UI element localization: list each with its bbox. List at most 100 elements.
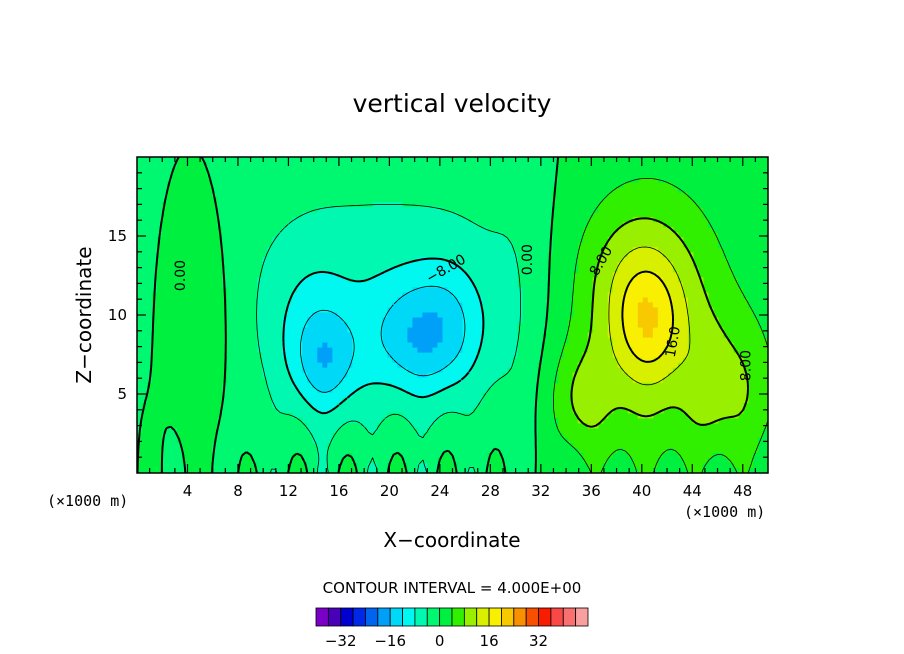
contour-cell — [732, 217, 739, 223]
contour-cell — [752, 237, 759, 243]
contour-cell — [337, 342, 343, 349]
contour-cell — [647, 337, 654, 344]
contour-cell — [347, 312, 353, 319]
contour-cell — [252, 357, 258, 364]
contour-cell — [602, 357, 609, 364]
contour-cell — [292, 162, 298, 168]
contour-cell — [427, 227, 434, 233]
contour-cell — [627, 317, 634, 324]
contour-cell — [727, 197, 734, 203]
contour-cell — [242, 352, 248, 359]
contour-cell — [442, 272, 449, 278]
contour-cell — [177, 217, 183, 223]
contour-cell — [512, 177, 519, 183]
contour-cell — [267, 282, 273, 289]
contour-cell — [137, 212, 143, 218]
contour-cell — [352, 272, 358, 278]
contour-cell — [312, 252, 318, 258]
contour-cell — [422, 212, 429, 218]
contour-cell — [407, 292, 414, 299]
contour-cell — [657, 287, 664, 294]
contour-cell — [742, 242, 749, 248]
contour-cell — [407, 237, 414, 243]
contour-cell — [142, 192, 148, 198]
contour-cell — [512, 192, 519, 198]
contour-cell — [427, 297, 434, 304]
contour-cell — [642, 217, 649, 223]
contour-cell — [212, 332, 218, 339]
contour-cell — [237, 292, 243, 299]
contour-cell — [512, 267, 519, 273]
contour-cell — [207, 342, 213, 349]
contour-cell — [652, 222, 659, 228]
contour-cell — [382, 332, 388, 339]
contour-cell — [407, 197, 414, 203]
contour-cell — [457, 277, 464, 283]
contour-cell — [427, 292, 434, 299]
contour-cell — [272, 257, 278, 263]
contour-cell — [327, 257, 333, 263]
contour-cell — [592, 162, 599, 168]
contour-cell — [457, 222, 464, 228]
contour-cell — [212, 242, 218, 248]
contour-cell — [507, 167, 514, 173]
contour-cell — [757, 317, 764, 324]
contour-cell — [372, 162, 378, 168]
contour-cell — [427, 167, 434, 173]
contour-cell — [717, 187, 724, 193]
contour-cell — [342, 287, 348, 294]
contour-cell — [452, 357, 459, 364]
contour-cell — [737, 172, 744, 178]
contour-cell — [482, 322, 489, 329]
contour-cell — [512, 327, 519, 334]
contour-cell — [677, 272, 684, 278]
contour-cell — [657, 162, 664, 168]
contour-cell — [762, 192, 768, 198]
contour-cell — [682, 167, 689, 173]
contour-cell — [677, 242, 684, 248]
contour-cell — [522, 322, 529, 329]
contour-cell — [492, 177, 499, 183]
contour-cell — [217, 312, 223, 319]
contour-cell — [672, 302, 679, 309]
contour-cell — [737, 212, 744, 218]
contour-cell — [372, 217, 378, 223]
contour-cell — [227, 262, 233, 268]
contour-cell — [287, 357, 293, 364]
contour-cell — [462, 337, 469, 344]
contour-cell — [192, 237, 198, 243]
contour-cell — [677, 287, 684, 294]
contour-cell — [337, 282, 343, 289]
contour-cell — [412, 347, 419, 354]
contour-cell — [242, 157, 248, 163]
contour-cell — [277, 222, 283, 228]
contour-cell — [342, 202, 348, 208]
contour-cell — [242, 332, 248, 339]
contour-cell — [667, 257, 674, 263]
contour-cell — [192, 232, 198, 238]
contour-cell — [527, 252, 534, 258]
contour-cell — [717, 197, 724, 203]
contour-cell — [622, 297, 629, 304]
contour-cell — [347, 167, 353, 173]
contour-cell — [622, 327, 629, 334]
contour-cell — [422, 357, 429, 364]
contour-cell — [567, 207, 574, 213]
contour-cell — [182, 357, 188, 364]
contour-cell — [747, 247, 754, 253]
contour-cell — [157, 352, 163, 359]
contour-cell — [492, 227, 499, 233]
contour-cell — [177, 252, 183, 258]
contour-cell — [567, 267, 574, 273]
contour-cell — [612, 167, 619, 173]
contour-cell — [357, 217, 363, 223]
contour-cell — [477, 192, 484, 198]
contour-cell — [162, 297, 168, 304]
contour-cell — [492, 332, 499, 339]
contour-cell — [302, 227, 308, 233]
contour-cell — [447, 242, 454, 248]
contour-cell — [482, 177, 489, 183]
contour-cell — [547, 222, 554, 228]
contour-cell — [472, 272, 479, 278]
contour-cell — [542, 292, 549, 299]
